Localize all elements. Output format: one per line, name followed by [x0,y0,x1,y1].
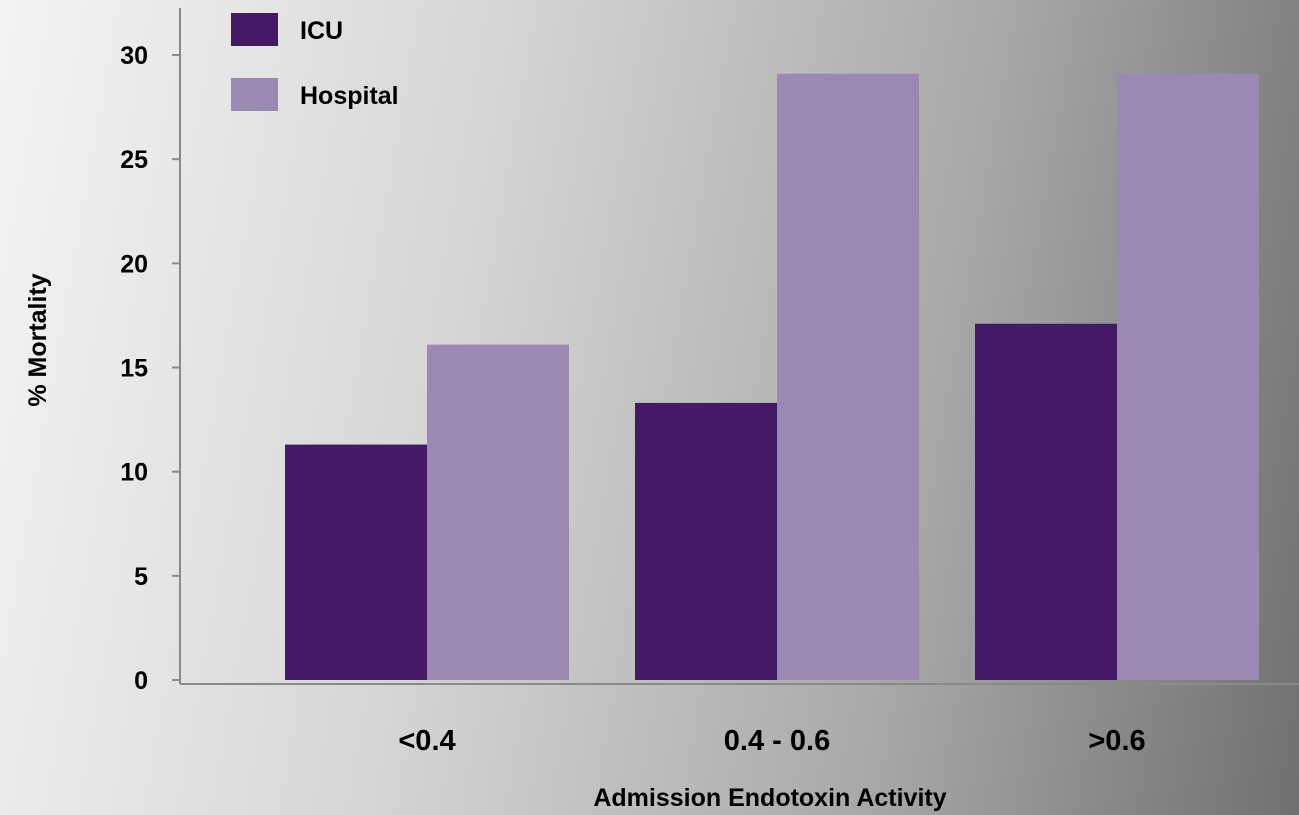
x-category-labels: <0.4 0.4 - 0.6 >0.6 [398,725,1145,757]
bar-hospital-2 [1117,73,1259,680]
legend-label-icu: ICU [300,17,343,45]
y-tick-label: 0 [134,667,148,695]
y-tick-label: 25 [120,146,148,174]
y-tick-label: 30 [120,42,148,70]
legend-swatch-hospital [231,78,278,111]
x-category-label: >0.6 [1088,725,1145,757]
x-category-label: <0.4 [398,725,455,757]
bar-icu-1 [635,402,777,680]
x-category-label: 0.4 - 0.6 [724,725,830,757]
y-tick-label: 15 [120,355,148,383]
bar-hospital-0 [427,344,569,680]
bar-icu-0 [285,444,427,680]
legend-label-hospital: Hospital [300,82,399,110]
legend-swatch-icu [231,13,278,46]
bar-hospital-1 [777,73,919,680]
bars-layer [285,73,1259,680]
bar-icu-2 [975,323,1117,680]
y-ticks: 0 5 10 15 20 25 30 [120,42,180,695]
legend: ICU Hospital [231,13,399,111]
y-tick-label: 20 [120,250,148,278]
y-axis-title: % Mortality [24,273,52,406]
y-tick-label: 10 [120,459,148,487]
x-axis-title: Admission Endotoxin Activity [593,784,946,812]
y-tick-label: 5 [134,563,148,591]
